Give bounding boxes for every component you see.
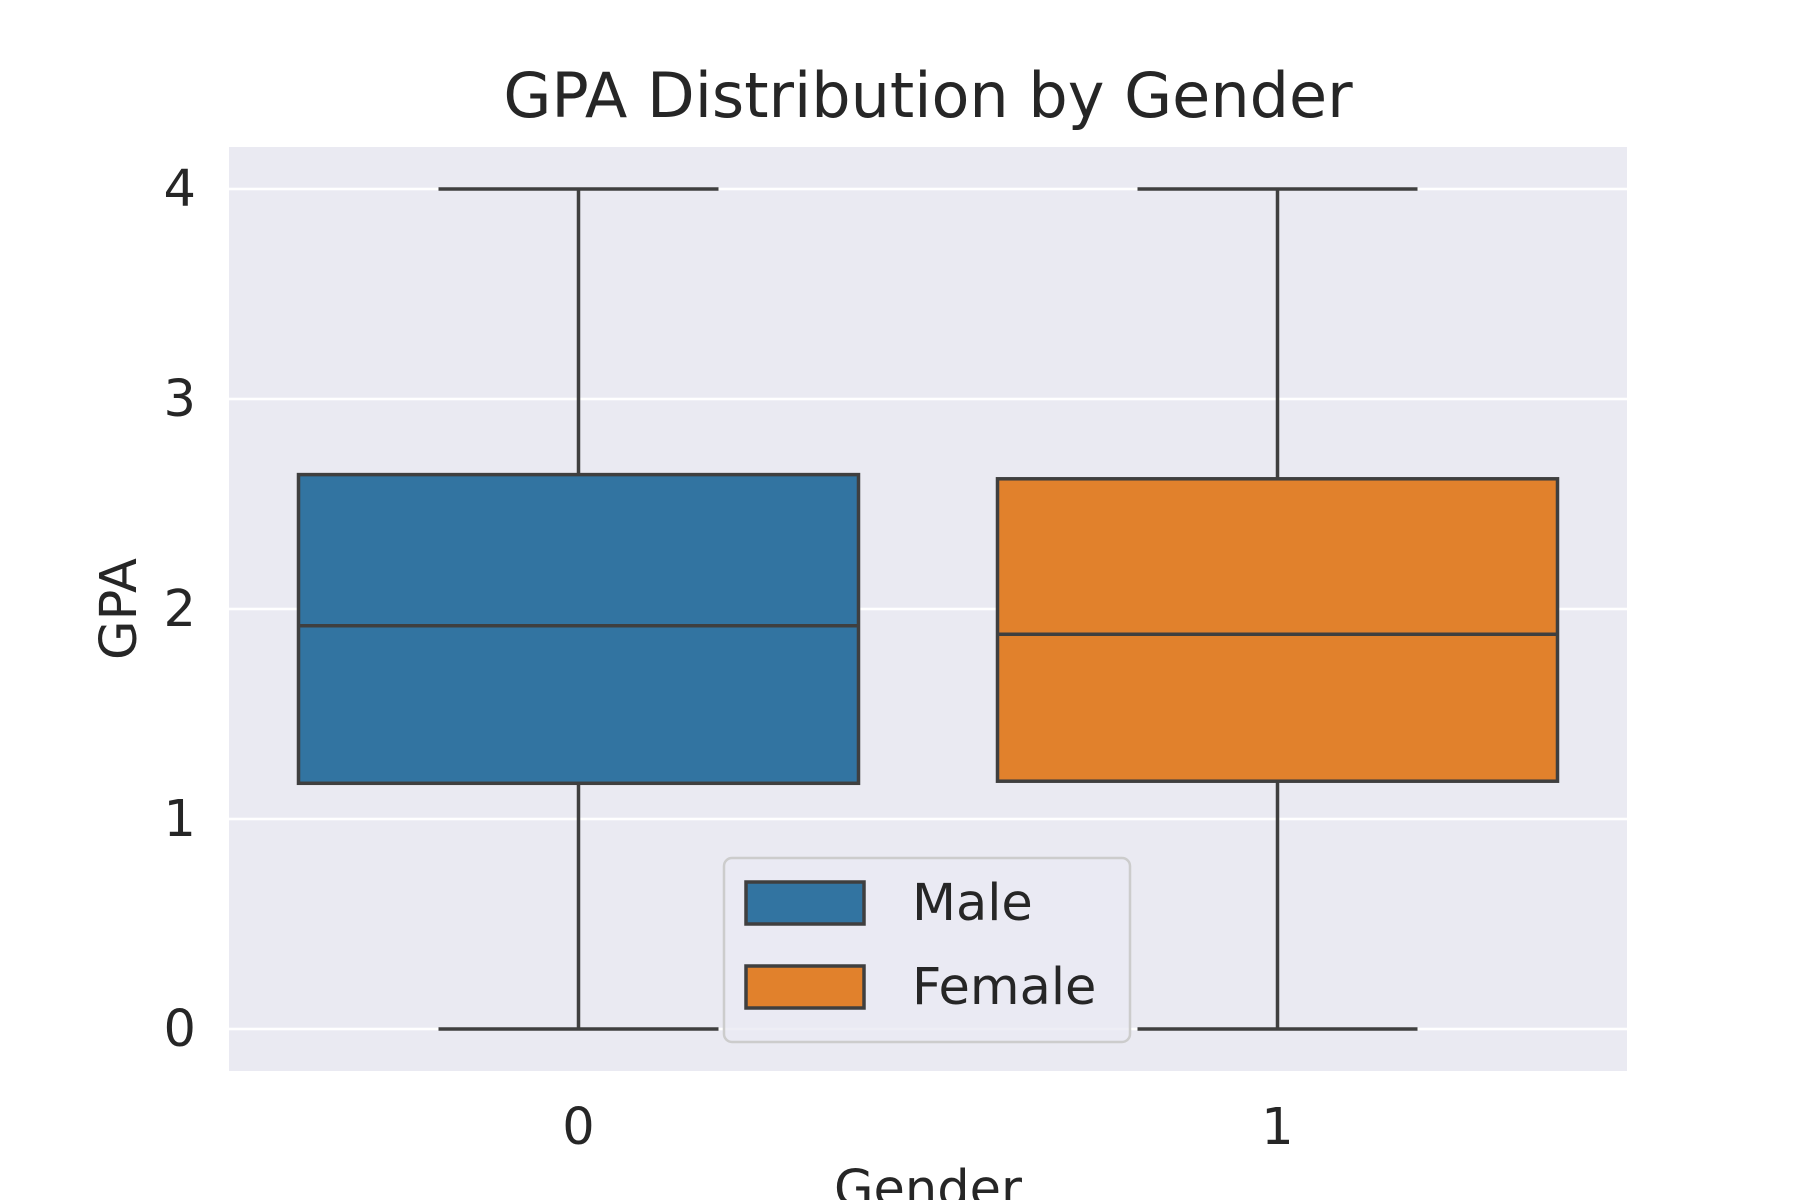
y-tick-label: 1	[164, 790, 196, 849]
box-1	[995, 187, 1560, 1031]
legend: Male Female	[722, 856, 1132, 1044]
legend-swatch-male	[744, 880, 866, 926]
x-tick-label: 0	[562, 1098, 594, 1157]
chart-title: GPA Distribution by Gender	[503, 59, 1353, 132]
y-tick-labels: 0 1 2 3 4	[164, 160, 196, 1059]
y-axis-label: GPA	[90, 558, 149, 660]
y-tick-label: 4	[164, 160, 196, 219]
boxes-group	[296, 187, 1560, 1031]
iqr-box	[995, 477, 1560, 783]
y-tick-label: 2	[164, 580, 196, 639]
y-tick-label: 3	[164, 370, 196, 429]
y-tick-label: 0	[164, 1000, 196, 1059]
legend-label-male: Male	[912, 874, 1033, 933]
x-axis-label: Gender	[834, 1160, 1022, 1200]
iqr-box	[296, 472, 861, 786]
legend-label-female: Female	[912, 958, 1096, 1017]
legend-swatch-female	[744, 964, 866, 1010]
x-tick-label: 1	[1261, 1098, 1293, 1157]
box-0	[296, 187, 861, 1031]
